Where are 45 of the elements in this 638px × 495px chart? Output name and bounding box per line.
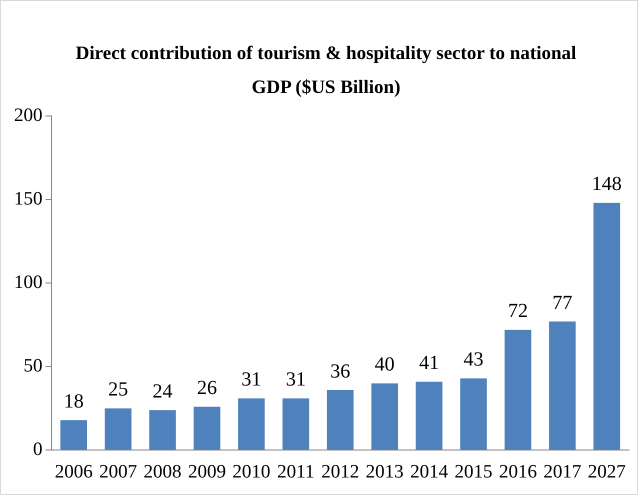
y-tick-label: 150 <box>14 188 42 210</box>
data-label: 77 <box>552 292 572 314</box>
x-tick-label: 2012 <box>321 462 360 483</box>
bar <box>549 322 576 450</box>
bar <box>593 202 620 450</box>
bar <box>282 398 310 450</box>
data-label: 72 <box>508 300 528 322</box>
bar <box>416 382 442 450</box>
data-label: 24 <box>152 380 173 402</box>
data-label: 40 <box>374 354 395 376</box>
bar <box>460 378 487 450</box>
y-tick-label: 200 <box>14 104 42 126</box>
x-tick-label: 2008 <box>144 462 182 483</box>
y-tick-label: 0 <box>33 439 42 460</box>
data-label: 36 <box>330 360 350 382</box>
data-label: 26 <box>196 377 217 400</box>
bar <box>149 410 176 450</box>
x-tick-label: 2006 <box>54 462 93 483</box>
bar <box>504 330 532 450</box>
x-tick-label: 2007 <box>99 462 138 483</box>
x-tick-label: 2009 <box>188 462 226 483</box>
x-tick-label: 2013 <box>366 462 404 483</box>
bar <box>238 398 265 450</box>
bar <box>104 408 132 450</box>
data-label: 25 <box>108 378 128 401</box>
x-tick-label: 2027 <box>588 462 626 483</box>
x-tick-label: 2017 <box>543 462 582 483</box>
x-tick-label: 2015 <box>454 462 493 483</box>
x-tick-label: 2011 <box>277 462 314 483</box>
y-tick-label: 100 <box>14 272 42 294</box>
bar <box>326 390 354 450</box>
x-tick-label: 2014 <box>410 462 449 483</box>
data-label: 148 <box>592 173 622 196</box>
bar <box>371 383 398 450</box>
data-label: 41 <box>419 352 440 374</box>
bar <box>194 406 220 450</box>
bar <box>60 420 88 450</box>
x-tick-label: 2010 <box>232 462 270 483</box>
x-tick-label: 2016 <box>498 462 537 483</box>
data-label: 31 <box>286 368 306 391</box>
chart-title: Direct contribution of tourism & hospitality sector to national GDP ($US Billion) <box>74 42 578 100</box>
data-label: 43 <box>464 348 484 371</box>
y-tick-label: 50 <box>24 356 42 377</box>
data-label: 31 <box>241 368 262 391</box>
data-label: 18 <box>64 390 84 412</box>
